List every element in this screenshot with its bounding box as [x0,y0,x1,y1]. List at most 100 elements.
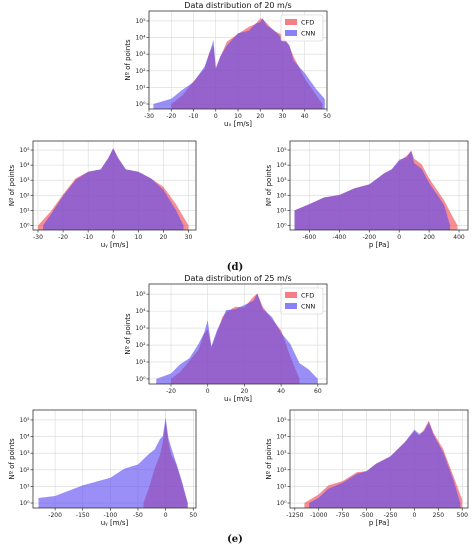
plot-frame [32,140,197,231]
y-tick-label: 10⁵ [276,147,287,154]
y-tick-label: 10² [276,192,287,199]
y-tick-label: 10² [19,467,30,474]
x-tick-label: 40 [277,388,285,395]
y-tick-label: 10⁵ [19,417,30,424]
y-tick-label: 10⁴ [276,434,287,441]
x-tick-label: 200 [423,234,435,241]
caption-e: (e) [227,534,243,545]
x-tick-label: 0 [397,234,401,241]
y-tick-label: 10⁴ [19,434,30,441]
series-cnn [309,422,461,508]
y-tick-label: 10² [276,467,287,474]
y-tick-label: 10⁴ [19,162,30,169]
x-axis-label: p [Pa] [369,241,390,249]
y-tick-label: 10³ [19,177,30,184]
legend: CFD CNN [280,287,324,315]
x-tick-label: 30 [279,113,287,120]
series-cnn [294,150,451,230]
series-cnn [43,148,184,230]
chart-title: Data distribution of 20 m/s [184,1,291,10]
x-tick-label: -1000 [310,512,328,519]
y-tick-label: 10¹ [135,359,146,366]
y-tick-label: 10¹ [135,84,146,91]
y-tick-label: 10¹ [19,483,30,490]
x-axis-label: uₓ [m/s] [224,120,252,128]
y-axis-label: Nº of points [124,313,132,355]
y-tick-label: 10⁰ [276,500,287,507]
chart-e1: -20 0 20 40 60 10⁰ 10¹ 10² 10³ 10⁴ 10⁵ uₓ [m/s] Nº o… [124,274,328,403]
y-axis-label: Nº of points [8,438,16,480]
x-tick-label: -600 [303,234,317,241]
x-tick-label: -150 [76,512,90,519]
x-tick-label: -50 [133,512,143,519]
chart-e3: -1250 -1000 -750 -500 -250 0 250 500 10⁰ 10¹ 10² 10… [265,409,469,527]
y-tick-label: 10³ [135,51,146,58]
x-tick-label: -10 [83,234,93,241]
x-tick-label: 50 [323,113,331,120]
x-tick-label: 400 [453,234,465,241]
y-tick-label: 10² [135,342,146,349]
x-tick-label: 0 [412,512,416,519]
x-tick-label: -1250 [286,512,304,519]
y-tick-label: 10⁴ [276,162,287,169]
y-tick-label: 10⁰ [19,500,30,507]
legend-label-cfd: CFD [301,292,314,300]
y-axis-label: Nº of points [8,165,16,207]
legend-swatch-cfd [285,292,297,298]
legend-swatch-cnn [285,30,297,36]
y-tick-label: 10⁵ [135,291,146,298]
x-tick-label: -30 [144,113,154,120]
caption-d: (d) [226,262,244,273]
y-axis-label: Nº of points [265,438,273,480]
x-tick-label: 500 [457,512,469,519]
y-tick-label: 10⁵ [276,417,287,424]
x-tick-label: -20 [166,113,176,120]
x-tick-label: 40 [301,113,309,120]
y-tick-label: 10¹ [276,207,287,214]
series-group [38,148,189,230]
plot-frame [289,409,469,509]
x-tick-label: 0 [206,388,210,395]
x-tick-label: 0 [111,234,115,241]
y-tick-label: 10¹ [19,207,30,214]
y-tick-label: 10⁵ [135,18,146,25]
y-tick-label: 10³ [276,177,287,184]
x-tick-label: 60 [314,388,322,395]
y-tick-label: 10⁰ [276,222,287,229]
legend-swatch-cfd [285,19,297,25]
y-tick-label: 10⁰ [135,376,146,383]
series-group [156,293,318,384]
legend: CFD CNN [280,14,324,42]
x-tick-label: 0 [214,113,218,120]
y-tick-label: 10¹ [276,483,287,490]
y-tick-label: 10⁰ [135,101,146,108]
x-tick-label: -20 [166,388,176,395]
x-tick-label: 20 [160,234,168,241]
y-tick-label: 10⁴ [135,35,146,42]
x-tick-label: 0 [164,512,168,519]
series-group [304,420,463,508]
series-cnn [156,293,318,384]
x-tick-label: -20 [58,234,68,241]
x-tick-label: -750 [336,512,350,519]
x-tick-label: 250 [433,512,445,519]
x-tick-label: 20 [256,113,264,120]
x-tick-label: 10 [135,234,143,241]
x-tick-label: -10 [189,113,199,120]
series-cnn [38,417,188,508]
plot-frame [148,283,328,385]
x-axis-label: uₓ [m/s] [224,395,252,403]
x-tick-label: -30 [33,234,43,241]
y-tick-label: 10² [135,68,146,75]
chart-d2: -30 -20 -10 0 10 20 30 10⁰ 10¹ 10² 10³ 10⁴ 10⁵ uᵧ [m/… [8,140,197,249]
y-tick-label: 10⁰ [19,222,30,229]
legend-label-cfd: CFD [301,19,314,27]
x-axis-label: uᵧ [m/s] [101,241,129,249]
y-axis-label: Nº of points [265,165,273,207]
x-axis-label: uᵧ [m/s] [101,519,129,527]
y-tick-label: 10⁴ [135,308,146,315]
x-axis-label: p [Pa] [369,519,390,527]
chart-title: Data distribution of 25 m/s [184,274,291,283]
chart-e2: -200 -150 -100 -50 0 50 10⁰ 10¹ 10² 10³ 10⁴ 10⁵ uᵧ [… [8,409,197,527]
